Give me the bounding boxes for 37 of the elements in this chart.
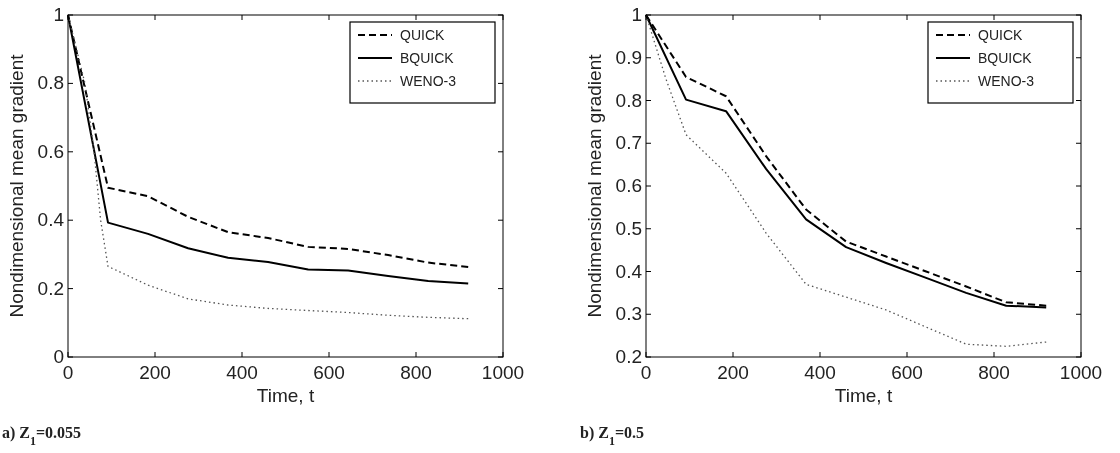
x-axis-title: Time, t: [256, 385, 315, 406]
x-tick-label: 1000: [1059, 362, 1103, 383]
x-tick-label: 400: [226, 362, 258, 383]
y-tick-label: 1: [53, 4, 64, 25]
x-tick-label: 400: [804, 362, 836, 383]
x-tick-label: 1000: [481, 362, 525, 383]
legend-label: WENO-3: [978, 73, 1035, 89]
y-tick-label: 0.2: [37, 277, 64, 299]
legend-label: BQUICK: [978, 50, 1033, 66]
y-tick-label: 0.6: [37, 140, 64, 162]
text: b) Z$_{1}$=0.5: [580, 424, 645, 448]
y-tick-label: 1: [631, 4, 642, 25]
y-tick-label: 0: [53, 346, 64, 367]
x-tick-label: 200: [139, 362, 171, 383]
x-tick-label: 600: [891, 362, 923, 383]
legend-label: BQUICK: [400, 50, 455, 66]
y-axis-title: Nondimensional mean gradient: [584, 53, 605, 318]
text: a) Z$_{1}$=0.055: [2, 424, 82, 448]
y-tick-label: 0.5: [615, 217, 642, 239]
y-tick-label: 0.9: [615, 46, 642, 68]
x-axis-title: Time, t: [834, 385, 893, 406]
y-tick-label: 0.3: [615, 303, 642, 325]
legend-label: QUICK: [978, 27, 1023, 43]
y-tick-label: 0.4: [615, 260, 643, 282]
legend-label: QUICK: [400, 27, 445, 43]
x-tick-label: 800: [400, 362, 432, 383]
y-tick-label: 0.8: [615, 89, 642, 111]
y-axis-title: Nondimensional mean gradient: [6, 53, 27, 318]
x-tick-label: 200: [717, 362, 749, 383]
y-tick-label: 0.8: [37, 72, 64, 94]
y-tick-label: 0.7: [615, 132, 642, 154]
x-tick-label: 600: [313, 362, 345, 383]
y-tick-label: 0.4: [37, 209, 65, 231]
legend-label: WENO-3: [400, 73, 457, 89]
y-tick-label: 0.6: [615, 175, 642, 196]
x-tick-label: 800: [978, 362, 1010, 383]
y-tick-label: 0.2: [615, 346, 642, 367]
